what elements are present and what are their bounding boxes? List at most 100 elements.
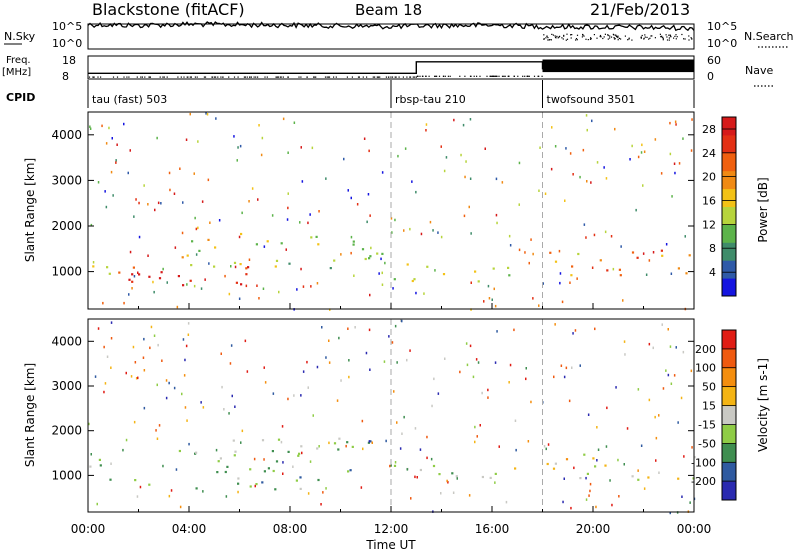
nave-point — [436, 75, 438, 77]
x-tick-label: 20:00 — [576, 522, 611, 536]
power-echo-cell — [186, 254, 189, 257]
power-scatter-cell — [201, 200, 204, 203]
velocity-scatter-cell — [161, 359, 163, 362]
power-scatter-cell — [494, 304, 497, 308]
nsearch-point — [551, 33, 553, 35]
power-scatter-cell — [397, 154, 399, 158]
velocity-scatter-cell — [618, 495, 620, 498]
velocity-scatter-cell — [223, 408, 225, 411]
power-scatter-cell — [684, 235, 686, 238]
velocity-scatter-cell — [202, 490, 204, 493]
nave-point — [442, 75, 445, 77]
power-scatter-cell — [186, 283, 188, 286]
noise-right-tick-lo: 10^0 — [707, 37, 737, 50]
velocity-scatter-cell — [606, 406, 608, 410]
velocity-scatter-cell — [181, 392, 183, 396]
velocity-ylabel: Slant Range [km] — [23, 363, 37, 467]
power-echo-cell — [266, 240, 269, 243]
power-colorbar-segment — [722, 170, 736, 190]
velocity-scatter-cell — [220, 352, 222, 355]
nave-point — [459, 75, 461, 77]
velocity-scatter-cell — [104, 382, 107, 385]
power-scatter-cell — [469, 118, 472, 121]
power-scatter-cell — [92, 261, 95, 264]
power-scatter-cell — [538, 189, 540, 192]
velocity-scatter-cell — [675, 346, 677, 349]
velocity-scatter-cell — [150, 325, 153, 329]
power-scatter-cell — [462, 123, 465, 127]
power-scatter-cell — [102, 301, 104, 305]
velocity-scatter-cell — [234, 405, 236, 408]
power-echo-cell — [685, 272, 688, 275]
velocity-scatter-cell — [228, 412, 230, 415]
velocity-scatter-cell — [165, 379, 168, 382]
power-scatter-cell — [508, 234, 511, 238]
nave-point — [189, 76, 191, 78]
nsearch-point — [675, 34, 677, 36]
velocity-scatter-cell — [136, 495, 139, 498]
power-scatter-cell — [138, 235, 141, 239]
power-scatter-cell — [104, 190, 106, 193]
velocity-scatter-cell — [307, 492, 310, 495]
power-scatter-cell — [665, 243, 668, 246]
power-scatter-cell — [353, 274, 355, 277]
freq-switching-band — [542, 59, 694, 73]
nsearch-point — [613, 37, 615, 39]
power-scatter-cell — [460, 153, 462, 157]
power-scatter-cell — [189, 112, 191, 116]
power-scatter-cell — [673, 162, 676, 165]
velocity-scatter-cell — [110, 337, 113, 340]
velocity-echo-cell — [592, 457, 595, 460]
nave-point — [513, 75, 515, 77]
nave-point — [425, 75, 427, 77]
power-scatter-cell — [238, 297, 241, 300]
power-echo-cell — [688, 254, 691, 257]
nsearch-point — [550, 39, 552, 41]
nsearch-point — [674, 35, 676, 37]
power-echo-cell — [477, 280, 480, 283]
power-scatter-cell — [468, 205, 470, 209]
velocity-scatter-cell — [547, 443, 550, 446]
power-scatter-cell — [423, 292, 425, 295]
power-scatter-cell — [347, 189, 349, 192]
velocity-scatter-cell — [643, 487, 646, 490]
nsearch-point — [585, 38, 587, 40]
nsearch-point — [616, 35, 618, 38]
velocity-scatter-cell — [452, 491, 455, 494]
power-scatter-cell — [282, 117, 285, 121]
power-scatter-cell — [366, 220, 368, 224]
nave-point — [275, 76, 277, 78]
power-scatter-cell — [174, 246, 177, 249]
nave-point — [517, 75, 519, 77]
power-echo-cell — [207, 238, 210, 241]
velocity-scatter-cell — [187, 333, 190, 336]
velocity-echo-cell — [109, 478, 112, 481]
power-colorbar-label: 4 — [709, 266, 716, 279]
power-scatter-cell — [153, 290, 155, 294]
nsearch-point — [571, 34, 573, 36]
power-scatter-cell — [593, 233, 596, 237]
power-scatter-cell — [443, 169, 446, 173]
power-scatter-cell — [168, 171, 171, 175]
power-scatter-cell — [528, 261, 530, 265]
power-scatter-cell — [156, 136, 158, 140]
power-scatter-cell — [381, 171, 384, 174]
nave-point — [204, 76, 207, 78]
power-scatter-cell — [325, 177, 327, 180]
nave-point — [183, 76, 185, 78]
nsearch-point — [641, 34, 643, 37]
velocity-echo-cell — [89, 465, 92, 468]
velocity-scatter-cell — [282, 461, 284, 464]
power-scatter-cell — [370, 246, 372, 250]
nsearch-point — [651, 35, 653, 37]
power-colorbar-label: 20 — [702, 171, 716, 184]
velocity-scatter-cell — [389, 464, 391, 468]
power-scatter-cell — [179, 167, 181, 170]
power-scatter-cell — [256, 284, 258, 287]
nave-point — [438, 75, 441, 77]
power-scatter-cell — [415, 190, 417, 194]
nsearch-point — [646, 36, 648, 38]
nave-point — [414, 76, 416, 78]
velocity-scatter-cell — [530, 400, 532, 404]
velocity-scatter-cell — [662, 387, 665, 390]
